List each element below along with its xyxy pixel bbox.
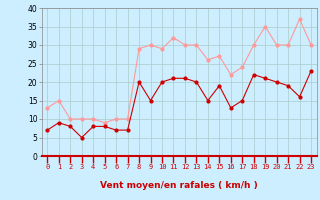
X-axis label: Vent moyen/en rafales ( km/h ): Vent moyen/en rafales ( km/h ): [100, 181, 258, 190]
